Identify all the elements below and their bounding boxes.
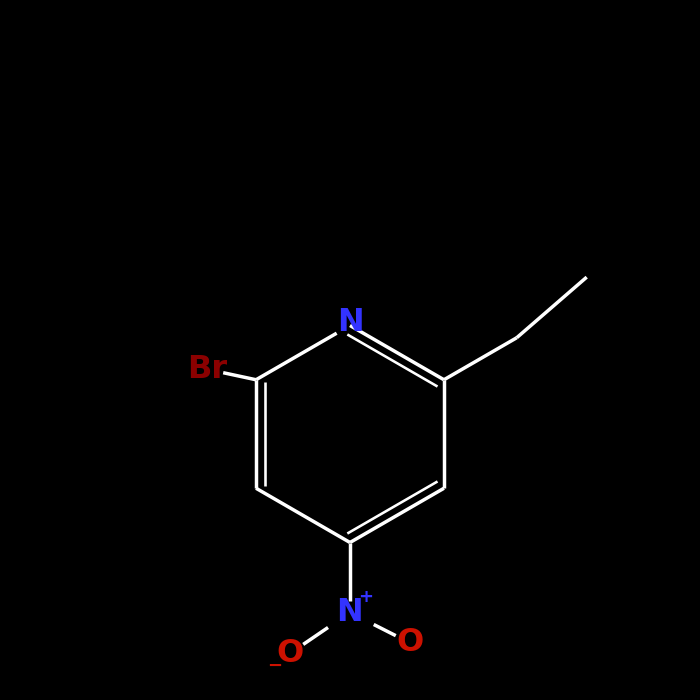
Text: N: N — [337, 307, 363, 338]
Text: +: + — [358, 588, 373, 606]
Text: Br: Br — [187, 354, 227, 385]
Text: N: N — [337, 597, 363, 628]
Text: O: O — [396, 627, 423, 658]
Text: O: O — [277, 638, 304, 668]
Text: −: − — [267, 657, 282, 675]
